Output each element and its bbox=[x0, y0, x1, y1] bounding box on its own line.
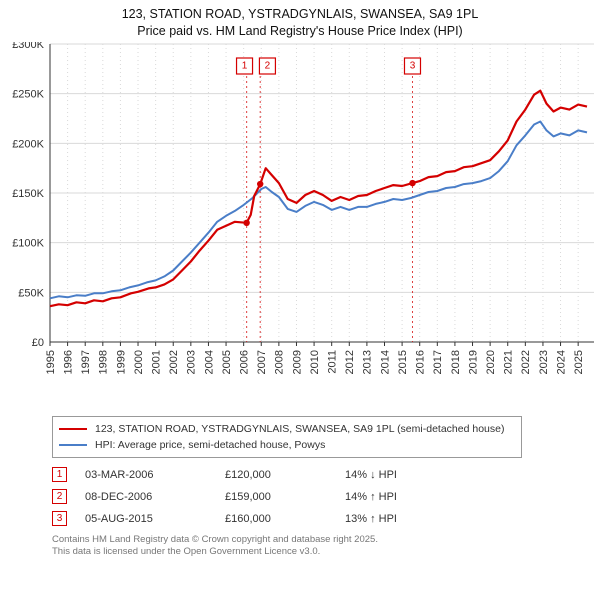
svg-text:£300K: £300K bbox=[12, 42, 44, 51]
sale-date-2: 08-DEC-2006 bbox=[85, 491, 225, 503]
svg-text:£0: £0 bbox=[32, 337, 44, 349]
svg-text:2001: 2001 bbox=[150, 350, 162, 374]
legend-box: 123, STATION ROAD, YSTRADGYNLAIS, SWANSE… bbox=[52, 416, 522, 458]
svg-text:1996: 1996 bbox=[62, 350, 74, 374]
svg-text:2012: 2012 bbox=[344, 350, 356, 374]
chart-title-block: 123, STATION ROAD, YSTRADGYNLAIS, SWANSE… bbox=[0, 0, 600, 42]
chart-area: £0 £50K £100K £150K £200K £250K £300K 1995 1996 1… bbox=[0, 42, 600, 412]
svg-text:2009: 2009 bbox=[291, 350, 303, 374]
svg-text:£200K: £200K bbox=[12, 138, 44, 150]
sale-price-1: £120,000 bbox=[225, 469, 345, 481]
svg-text:2013: 2013 bbox=[362, 350, 374, 374]
legend-item-2: HPI: Average price, semi-detached house,… bbox=[59, 437, 515, 453]
footer-attribution: Contains HM Land Registry data © Crown c… bbox=[52, 534, 580, 559]
title-line-2: Price paid vs. HM Land Registry's House … bbox=[0, 23, 600, 40]
svg-text:2024: 2024 bbox=[555, 350, 567, 374]
svg-text:2010: 2010 bbox=[309, 350, 321, 374]
svg-text:2007: 2007 bbox=[256, 350, 268, 374]
svg-text:2022: 2022 bbox=[520, 350, 532, 374]
sale-delta-1: 14% ↓ HPI bbox=[345, 469, 465, 481]
sales-table: 1 03-MAR-2006 £120,000 14% ↓ HPI 2 08-DE… bbox=[52, 464, 580, 530]
legend-swatch-1 bbox=[59, 428, 87, 430]
svg-text:2008: 2008 bbox=[274, 350, 286, 374]
sale-delta-2: 14% ↑ HPI bbox=[345, 491, 465, 503]
svg-text:£250K: £250K bbox=[12, 88, 44, 100]
svg-text:1997: 1997 bbox=[80, 350, 92, 374]
svg-text:£50K: £50K bbox=[18, 287, 44, 299]
sale-delta-3: 13% ↑ HPI bbox=[345, 513, 465, 525]
svg-text:£100K: £100K bbox=[12, 237, 44, 249]
sale-date-3: 05-AUG-2015 bbox=[85, 513, 225, 525]
svg-text:1999: 1999 bbox=[115, 350, 127, 374]
sales-row-3: 3 05-AUG-2015 £160,000 13% ↑ HPI bbox=[52, 508, 580, 530]
footer-line-2: This data is licensed under the Open Gov… bbox=[52, 546, 580, 558]
sale-marker-3: 3 bbox=[52, 511, 67, 526]
svg-text:2021: 2021 bbox=[503, 350, 515, 374]
svg-text:2014: 2014 bbox=[379, 350, 391, 374]
svg-text:2011: 2011 bbox=[327, 350, 339, 374]
svg-text:2023: 2023 bbox=[538, 350, 550, 374]
sale-price-2: £159,000 bbox=[225, 491, 345, 503]
svg-text:1998: 1998 bbox=[98, 350, 110, 374]
legend-label-1: 123, STATION ROAD, YSTRADGYNLAIS, SWANSE… bbox=[95, 423, 504, 435]
svg-text:2016: 2016 bbox=[415, 350, 427, 374]
legend-label-2: HPI: Average price, semi-detached house,… bbox=[95, 439, 325, 451]
svg-text:2018: 2018 bbox=[450, 350, 462, 374]
sale-price-3: £160,000 bbox=[225, 513, 345, 525]
svg-text:2002: 2002 bbox=[168, 350, 180, 374]
legend-swatch-2 bbox=[59, 444, 87, 446]
svg-text:2020: 2020 bbox=[485, 350, 497, 374]
svg-text:2017: 2017 bbox=[432, 350, 444, 374]
svg-text:2: 2 bbox=[265, 60, 271, 71]
title-line-1: 123, STATION ROAD, YSTRADGYNLAIS, SWANSE… bbox=[0, 6, 600, 23]
sale-marker-2: 2 bbox=[52, 489, 67, 504]
svg-text:2005: 2005 bbox=[221, 350, 233, 374]
sales-row-2: 2 08-DEC-2006 £159,000 14% ↑ HPI bbox=[52, 486, 580, 508]
sales-row-1: 1 03-MAR-2006 £120,000 14% ↓ HPI bbox=[52, 464, 580, 486]
svg-text:1995: 1995 bbox=[45, 350, 57, 374]
svg-text:2003: 2003 bbox=[186, 350, 198, 374]
sale-marker-1: 1 bbox=[52, 467, 67, 482]
svg-text:2015: 2015 bbox=[397, 350, 409, 374]
svg-text:2019: 2019 bbox=[467, 350, 479, 374]
svg-text:1: 1 bbox=[242, 60, 248, 71]
svg-text:2006: 2006 bbox=[239, 350, 251, 374]
sale-date-1: 03-MAR-2006 bbox=[85, 469, 225, 481]
svg-text:2000: 2000 bbox=[133, 350, 145, 374]
footer-line-1: Contains HM Land Registry data © Crown c… bbox=[52, 534, 580, 546]
svg-text:2025: 2025 bbox=[573, 350, 585, 374]
svg-text:£150K: £150K bbox=[12, 188, 44, 200]
line-chart-svg: £0 £50K £100K £150K £200K £250K £300K 1995 1996 1… bbox=[0, 42, 600, 412]
svg-text:2004: 2004 bbox=[203, 350, 215, 374]
svg-text:3: 3 bbox=[410, 60, 416, 71]
legend-item-1: 123, STATION ROAD, YSTRADGYNLAIS, SWANSE… bbox=[59, 421, 515, 437]
